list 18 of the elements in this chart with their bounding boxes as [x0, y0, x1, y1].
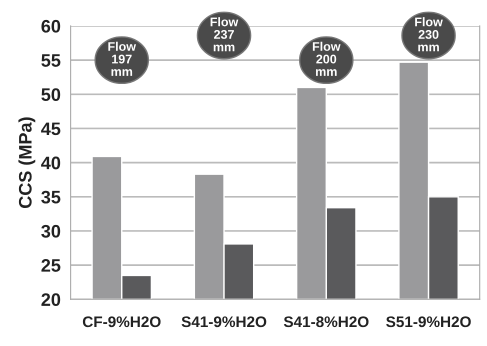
annotation: Flow 197 mm [108, 42, 136, 76]
y-tick-label: 50 [41, 88, 60, 102]
x-tick-label: S51-9%H2O [386, 316, 471, 328]
y-tick-label: 25 [41, 259, 60, 272]
y-axis-title: CCS (MPa) [18, 117, 36, 208]
x-tick-label: S41-9%H2O [182, 316, 266, 328]
y-tick-label: 45 [41, 122, 60, 136]
y-tick-label: 30 [41, 224, 60, 238]
x-tick-label: S41-8%H2O [284, 316, 369, 328]
annotation: Flow 200 mm [312, 42, 341, 76]
x-tick-label: CF-9%H2O [82, 316, 161, 328]
y-tick-label: 60 [41, 20, 60, 33]
y-tick-label: 20 [41, 293, 60, 306]
y-tick-label: 55 [41, 54, 60, 67]
annotation: Flow 230 mm [415, 17, 443, 52]
annotation: Flow 237 mm [210, 17, 238, 52]
y-tick-label: 40 [41, 156, 60, 170]
y-tick-label: 35 [41, 190, 60, 204]
